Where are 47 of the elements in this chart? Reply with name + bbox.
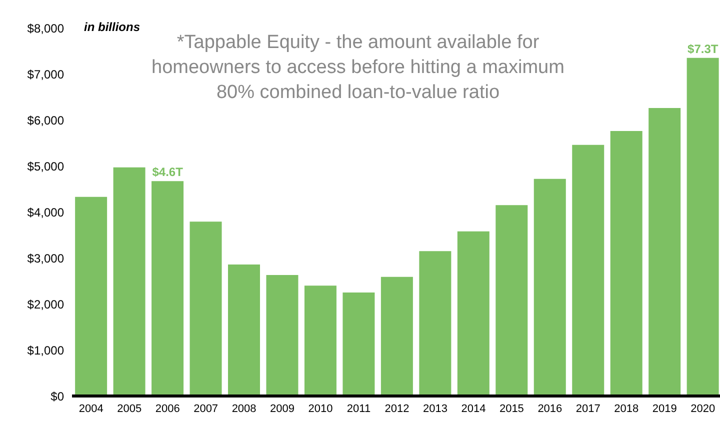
- y-tick-label: $3,000: [27, 251, 64, 266]
- y-tick-label: $2,000: [27, 297, 64, 312]
- x-tick-label: 2004: [78, 402, 104, 415]
- bar: [342, 292, 375, 396]
- bar: [266, 275, 298, 396]
- x-tick-label: 2016: [538, 402, 562, 415]
- x-tick-label: 2012: [384, 402, 410, 415]
- annotation: $4.6T: [152, 165, 184, 180]
- y-tick-label: $6,000: [27, 113, 64, 128]
- x-tick-label: 2020: [690, 402, 716, 415]
- bar: [152, 181, 184, 396]
- bar: [648, 108, 681, 396]
- annotation: $7.3T: [688, 42, 719, 56]
- bar: [610, 131, 642, 396]
- x-tick-label: 2005: [117, 402, 142, 415]
- x-tick-label: 2007: [194, 402, 218, 415]
- x-tick-label: 2010: [308, 402, 333, 415]
- x-tick-label: 2019: [652, 402, 677, 415]
- y-tick-label: $7,000: [27, 67, 64, 82]
- x-tick-label: 2011: [346, 402, 371, 415]
- bar: [113, 167, 146, 396]
- x-tick-label: 2006: [155, 402, 180, 415]
- bar: [686, 58, 719, 396]
- annotation: *Tappable Equity - the amount available for homeowners to access before hitting a maximum 80% combined loan-to-value ratio: [150, 31, 566, 105]
- y-axis-title: in billions: [84, 20, 140, 34]
- y-tick-label: $0: [50, 389, 64, 404]
- bar: [457, 231, 490, 396]
- bar: [419, 251, 452, 396]
- x-tick-label: 2013: [422, 402, 448, 415]
- bar: [572, 144, 604, 396]
- bar: [304, 286, 336, 396]
- x-tick-label: 2017: [576, 402, 600, 415]
- bar: [380, 276, 413, 396]
- bar: [190, 222, 222, 396]
- x-tick-label: 2009: [270, 402, 295, 415]
- y-tick-label: $4,000: [27, 205, 64, 220]
- x-tick-label: 2015: [499, 402, 524, 415]
- bar: [496, 205, 528, 396]
- x-tick-label: 2008: [232, 402, 256, 415]
- x-tick-label: 2014: [461, 402, 486, 415]
- bar: [228, 264, 260, 396]
- y-tick-label: $1,000: [27, 343, 64, 358]
- y-tick-label: $5,000: [27, 159, 64, 174]
- x-tick-label: 2018: [614, 402, 639, 415]
- y-tick-label: $8,000: [27, 21, 64, 36]
- bar: [534, 178, 566, 396]
- bar: [75, 196, 108, 396]
